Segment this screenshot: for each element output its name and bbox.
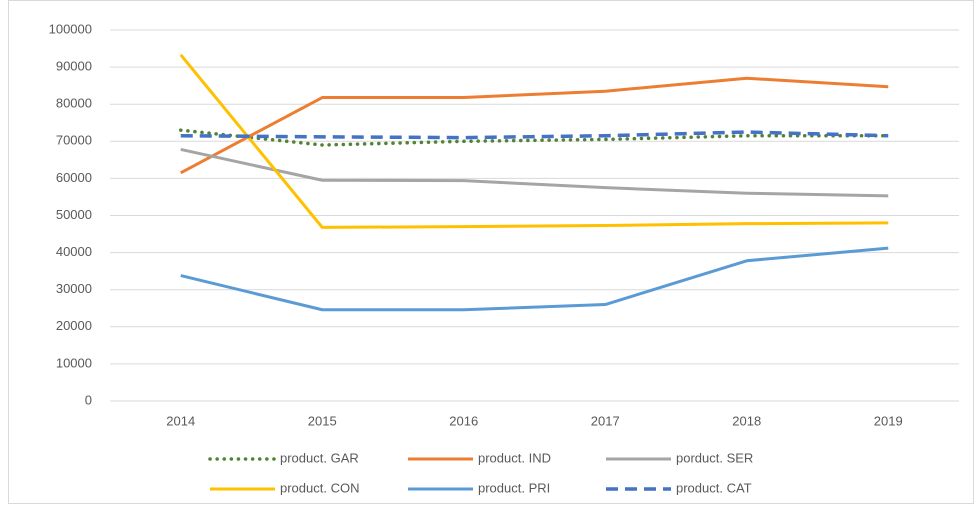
y-tick-label: 80000 bbox=[56, 96, 92, 111]
y-tick-label: 30000 bbox=[56, 281, 92, 296]
legend-label: product. CAT bbox=[676, 480, 752, 495]
y-tick-label: 50000 bbox=[56, 207, 92, 222]
x-tick-label: 2016 bbox=[449, 413, 478, 428]
legend-label: product. PRI bbox=[478, 480, 550, 495]
series-line bbox=[179, 128, 890, 147]
legend-label: product. CON bbox=[280, 480, 359, 495]
y-tick-label: 60000 bbox=[56, 170, 92, 185]
x-tick-label: 2014 bbox=[166, 413, 195, 428]
x-tick-label: 2015 bbox=[308, 413, 337, 428]
y-tick-label: 10000 bbox=[56, 355, 92, 370]
series-line bbox=[180, 246, 889, 312]
legend-label: porduct. SER bbox=[676, 450, 753, 465]
y-tick-label: 90000 bbox=[56, 59, 92, 74]
x-tick-label: 2017 bbox=[591, 413, 620, 428]
y-tick-label: 0 bbox=[85, 392, 92, 407]
y-tick-label: 20000 bbox=[56, 318, 92, 333]
x-tick-label: 2019 bbox=[874, 413, 903, 428]
series-line bbox=[179, 53, 889, 229]
legend-label: product. IND bbox=[478, 450, 551, 465]
series-line bbox=[180, 76, 889, 175]
legend-label: product. GAR bbox=[280, 450, 359, 465]
y-tick-label: 70000 bbox=[56, 133, 92, 148]
y-tick-label: 40000 bbox=[56, 244, 92, 259]
chart-frame bbox=[8, 0, 974, 504]
x-tick-label: 2018 bbox=[732, 413, 761, 428]
y-tick-label: 100000 bbox=[49, 21, 92, 36]
series-line bbox=[180, 130, 889, 140]
series-line bbox=[180, 147, 889, 198]
